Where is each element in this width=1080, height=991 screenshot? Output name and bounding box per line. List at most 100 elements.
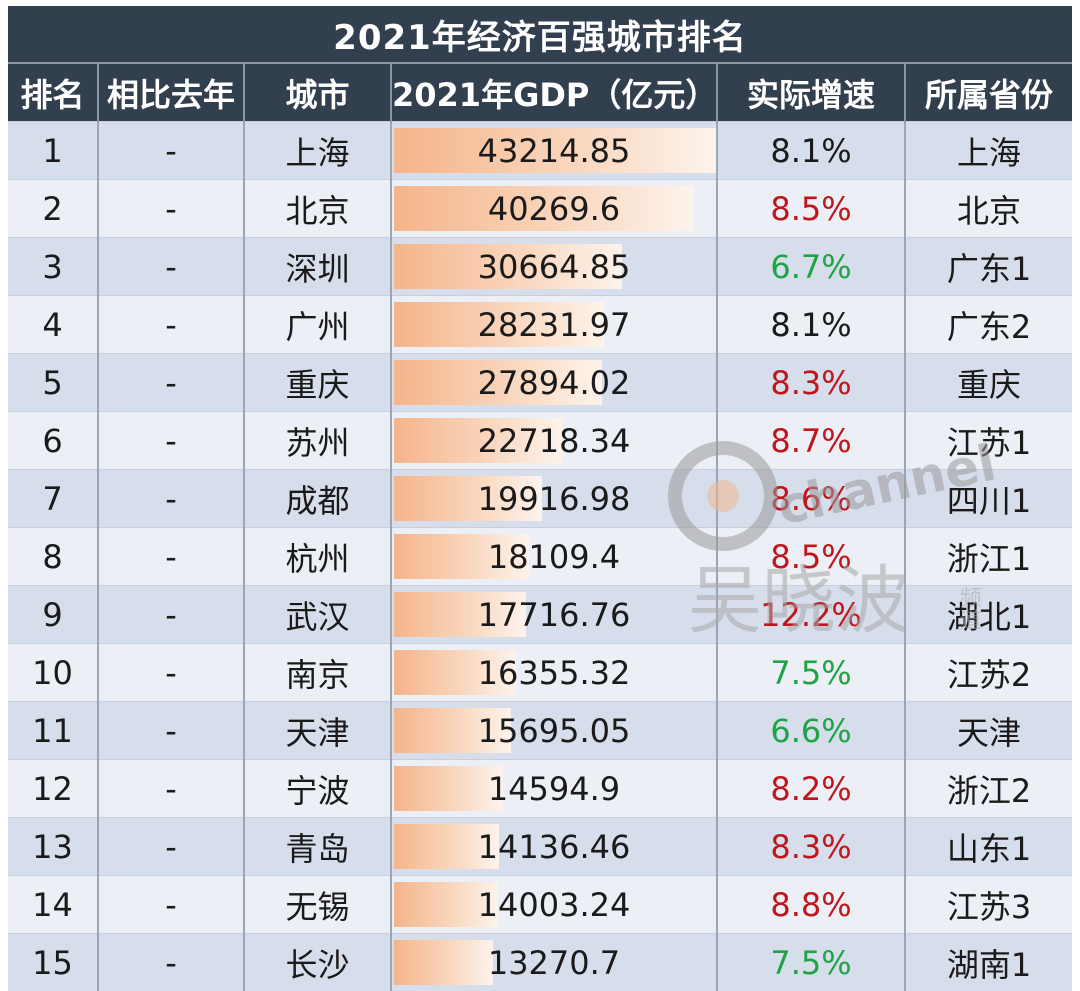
rank-cell: 8 xyxy=(8,528,98,586)
province-cell: 江苏1 xyxy=(905,412,1072,470)
province-cell: 上海 xyxy=(905,122,1072,180)
gdp-cell: 17716.76 xyxy=(391,586,717,644)
city-cell: 宁波 xyxy=(244,760,391,818)
province-cell: 北京 xyxy=(905,180,1072,238)
gdp-value: 43214.85 xyxy=(478,132,631,170)
province-cell: 湖北1 xyxy=(905,586,1072,644)
rank-cell: 3 xyxy=(8,238,98,296)
growth-cell: 8.6% xyxy=(717,470,905,528)
header-city: 城市 xyxy=(244,63,391,122)
province-cell: 天津 xyxy=(905,702,1072,760)
rank-cell: 14 xyxy=(8,876,98,934)
province-cell: 浙江2 xyxy=(905,760,1072,818)
change-cell: - xyxy=(98,412,244,470)
change-cell: - xyxy=(98,296,244,354)
gdp-cell: 16355.32 xyxy=(391,644,717,702)
header-rank: 排名 xyxy=(8,63,98,122)
change-cell: - xyxy=(98,876,244,934)
table-row: 9-武汉 17716.76 12.2%湖北1 xyxy=(8,586,1072,644)
rank-cell: 7 xyxy=(8,470,98,528)
change-cell: - xyxy=(98,818,244,876)
gdp-cell: 14003.24 xyxy=(391,876,717,934)
change-cell: - xyxy=(98,586,244,644)
city-cell: 上海 xyxy=(244,122,391,180)
table-title: 2021年经济百强城市排名 xyxy=(8,6,1072,62)
change-cell: - xyxy=(98,238,244,296)
city-cell: 广州 xyxy=(244,296,391,354)
gdp-value: 22718.34 xyxy=(478,422,631,460)
gdp-value: 19916.98 xyxy=(478,480,631,518)
gdp-cell: 43214.85 xyxy=(391,122,717,180)
header-growth: 实际增速 xyxy=(717,63,905,122)
gdp-cell: 30664.85 xyxy=(391,238,717,296)
growth-cell: 7.5% xyxy=(717,644,905,702)
province-cell: 浙江1 xyxy=(905,528,1072,586)
city-cell: 成都 xyxy=(244,470,391,528)
rank-cell: 10 xyxy=(8,644,98,702)
gdp-cell: 14594.9 xyxy=(391,760,717,818)
city-cell: 武汉 xyxy=(244,586,391,644)
gdp-value: 14136.46 xyxy=(478,828,631,866)
gdp-value: 18109.4 xyxy=(488,538,620,576)
growth-cell: 8.3% xyxy=(717,354,905,412)
gdp-value: 13270.7 xyxy=(488,944,620,982)
city-cell: 北京 xyxy=(244,180,391,238)
growth-cell: 6.6% xyxy=(717,702,905,760)
rank-cell: 11 xyxy=(8,702,98,760)
city-cell: 杭州 xyxy=(244,528,391,586)
gdp-value: 14003.24 xyxy=(478,886,631,924)
gdp-value: 16355.32 xyxy=(478,654,631,692)
gdp-cell: 15695.05 xyxy=(391,702,717,760)
growth-cell: 8.1% xyxy=(717,122,905,180)
rank-cell: 6 xyxy=(8,412,98,470)
province-cell: 山东1 xyxy=(905,818,1072,876)
province-cell: 广东1 xyxy=(905,238,1072,296)
city-cell: 苏州 xyxy=(244,412,391,470)
header-province: 所属省份 xyxy=(905,63,1072,122)
city-cell: 重庆 xyxy=(244,354,391,412)
gdp-cell: 19916.98 xyxy=(391,470,717,528)
rank-cell: 13 xyxy=(8,818,98,876)
gdp-bar xyxy=(394,766,503,811)
change-cell: - xyxy=(98,760,244,818)
growth-cell: 6.7% xyxy=(717,238,905,296)
gdp-value: 17716.76 xyxy=(478,596,631,634)
change-cell: - xyxy=(98,934,244,991)
gdp-value: 30664.85 xyxy=(478,248,631,286)
city-cell: 南京 xyxy=(244,644,391,702)
gdp-cell: 18109.4 xyxy=(391,528,717,586)
change-cell: - xyxy=(98,644,244,702)
change-cell: - xyxy=(98,354,244,412)
province-cell: 四川1 xyxy=(905,470,1072,528)
growth-cell: 12.2% xyxy=(717,586,905,644)
gdp-cell: 27894.02 xyxy=(391,354,717,412)
gdp-cell: 28231.97 xyxy=(391,296,717,354)
rank-cell: 1 xyxy=(8,122,98,180)
growth-cell: 8.8% xyxy=(717,876,905,934)
growth-cell: 8.2% xyxy=(717,760,905,818)
gdp-value: 28231.97 xyxy=(478,306,631,344)
header-gdp: 2021年GDP（亿元） xyxy=(391,63,717,122)
gdp-value: 27894.02 xyxy=(478,364,631,402)
growth-cell: 8.5% xyxy=(717,180,905,238)
growth-cell: 8.7% xyxy=(717,412,905,470)
header-change: 相比去年 xyxy=(98,63,244,122)
gdp-value: 14594.9 xyxy=(488,770,620,808)
change-cell: - xyxy=(98,122,244,180)
growth-cell: 8.5% xyxy=(717,528,905,586)
gdp-cell: 14136.46 xyxy=(391,818,717,876)
change-cell: - xyxy=(98,180,244,238)
rank-cell: 9 xyxy=(8,586,98,644)
